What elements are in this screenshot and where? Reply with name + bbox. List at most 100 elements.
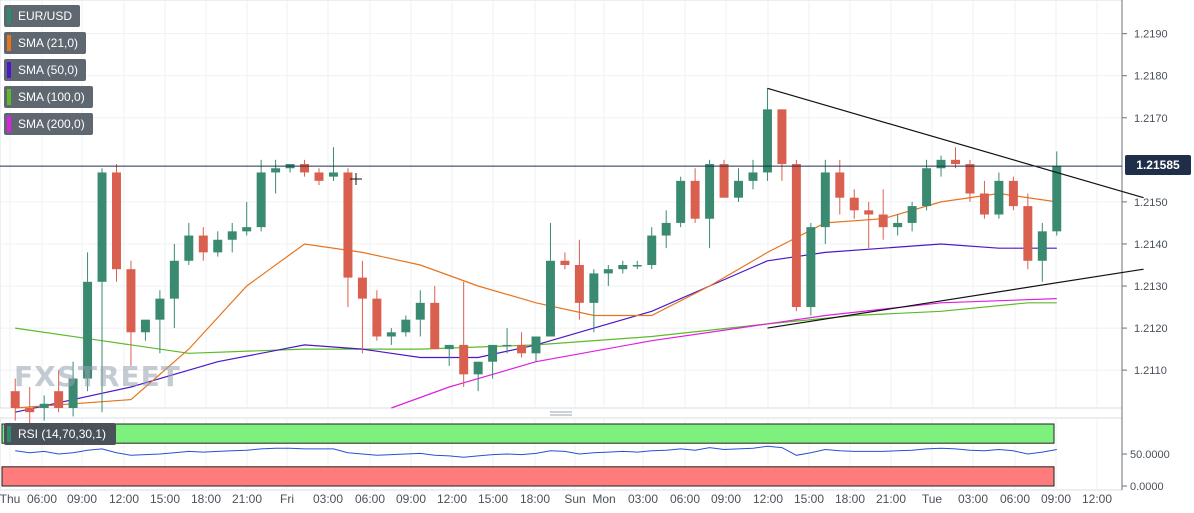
candle-body (126, 269, 136, 333)
candle-body (444, 344, 454, 350)
rsi-legend-label: RSI (14,70,30,1) (18, 427, 107, 441)
candle-body (271, 168, 281, 173)
candle-body (1037, 231, 1047, 261)
candle-body (68, 378, 78, 408)
y-tick-label: 1.2190 (1134, 29, 1168, 41)
candle-body (184, 235, 194, 261)
candle-body (835, 172, 845, 198)
candle-body (242, 227, 252, 232)
legend-item-eurusd[interactable]: EUR/USD (4, 5, 81, 27)
candle-body (632, 264, 642, 267)
y-tick-label: 1.2130 (1134, 281, 1168, 293)
candle-body (676, 180, 686, 223)
candle-body (806, 227, 816, 308)
candle-body (545, 260, 555, 337)
rsi-line (15, 445, 1057, 458)
x-tick-label: 09:00 (711, 492, 741, 506)
legend-item-sma50[interactable]: SMA (50,0) (4, 59, 87, 81)
candle-body (401, 319, 411, 333)
candle-body (502, 344, 512, 347)
candle-body (328, 172, 338, 177)
candle-body (1023, 206, 1033, 261)
candle-body (531, 336, 541, 354)
candle-body (864, 210, 874, 215)
candle-body (256, 172, 266, 228)
x-tick-label: Sun (564, 492, 585, 506)
candle-body (748, 172, 758, 181)
x-tick-label: 09:00 (1041, 492, 1071, 506)
legend-item-sma200[interactable]: SMA (200,0) (4, 113, 93, 135)
x-tick-label: 03:00 (958, 492, 988, 506)
legend-item-sma21[interactable]: SMA (21,0) (4, 32, 87, 54)
x-tick-label: 15:00 (794, 492, 824, 506)
x-tick-label: 09:00 (396, 492, 426, 506)
candle-body (951, 159, 960, 165)
candle-body (734, 180, 744, 198)
y-tick-label: 1.2170 (1134, 113, 1168, 125)
y-tick-label: 1.2150 (1134, 197, 1168, 209)
candle-body (415, 302, 425, 320)
x-tick-label: 09:00 (67, 492, 97, 506)
candle-body (140, 319, 150, 333)
candle-body (198, 235, 208, 253)
x-tick-label: 18:00 (835, 492, 865, 506)
rsi-oversold-zone (1, 466, 1055, 487)
candle-body (820, 172, 830, 228)
candle-body (603, 269, 613, 274)
candle-body (473, 361, 483, 375)
candle-body (517, 344, 527, 354)
candle-body (83, 281, 93, 379)
legend-label: SMA (21,0) (18, 36, 79, 50)
candle-body (343, 172, 353, 278)
candle-body (647, 235, 657, 265)
y-tick-label: 1.2120 (1134, 323, 1168, 335)
candle-body (574, 264, 584, 303)
y-tick-label: 1.2110 (1134, 365, 1167, 377)
candle-body (589, 273, 599, 303)
candle-body (39, 403, 49, 408)
candle-body (893, 222, 903, 228)
candle-body (936, 159, 946, 169)
candle-body (979, 193, 989, 215)
x-tick-label: 06:00 (355, 492, 385, 506)
candle-body (922, 168, 932, 207)
candle-body (10, 391, 20, 408)
x-tick-label: 06:00 (670, 492, 700, 506)
candle-body (878, 214, 888, 228)
legend-label: SMA (200,0) (18, 117, 85, 131)
x-tick-label: 15:00 (478, 492, 508, 506)
legend-swatch (7, 8, 11, 24)
candle-body (907, 206, 917, 223)
price-panel (0, 0, 1123, 409)
x-tick-label: 12:00 (753, 492, 783, 506)
x-tick-label: 21:00 (876, 492, 906, 506)
x-tick-label: 06:00 (27, 492, 57, 506)
x-tick-label: 18:00 (520, 492, 550, 506)
trendline-upper (767, 87, 1144, 199)
rsi-overbought-zone (1, 423, 1055, 444)
candle-body (155, 298, 165, 320)
sma-21-line (15, 192, 1057, 409)
candle-body (965, 164, 975, 194)
candle-body (777, 109, 787, 165)
candle-body (1008, 180, 1018, 207)
trendline-lower (767, 268, 1144, 329)
candle-body (560, 260, 570, 265)
legend-label: SMA (100,0) (18, 90, 85, 104)
legend-item-sma100[interactable]: SMA (100,0) (4, 86, 93, 108)
x-tick-label: 03:00 (313, 492, 343, 506)
candle-body (386, 332, 396, 337)
legend-swatch (7, 426, 11, 442)
candle-body (372, 298, 382, 337)
candle-body (430, 302, 440, 350)
candle-body (25, 408, 35, 413)
legend-swatch (7, 62, 11, 78)
x-tick-label: Mon (592, 492, 615, 506)
x-tick-label: Fri (280, 492, 294, 506)
rsi-legend[interactable]: RSI (14,70,30,1) (4, 423, 117, 445)
candle-body (169, 260, 179, 299)
candle-body (227, 231, 237, 240)
sma-100-line (15, 302, 1057, 354)
candle-body (213, 239, 223, 253)
